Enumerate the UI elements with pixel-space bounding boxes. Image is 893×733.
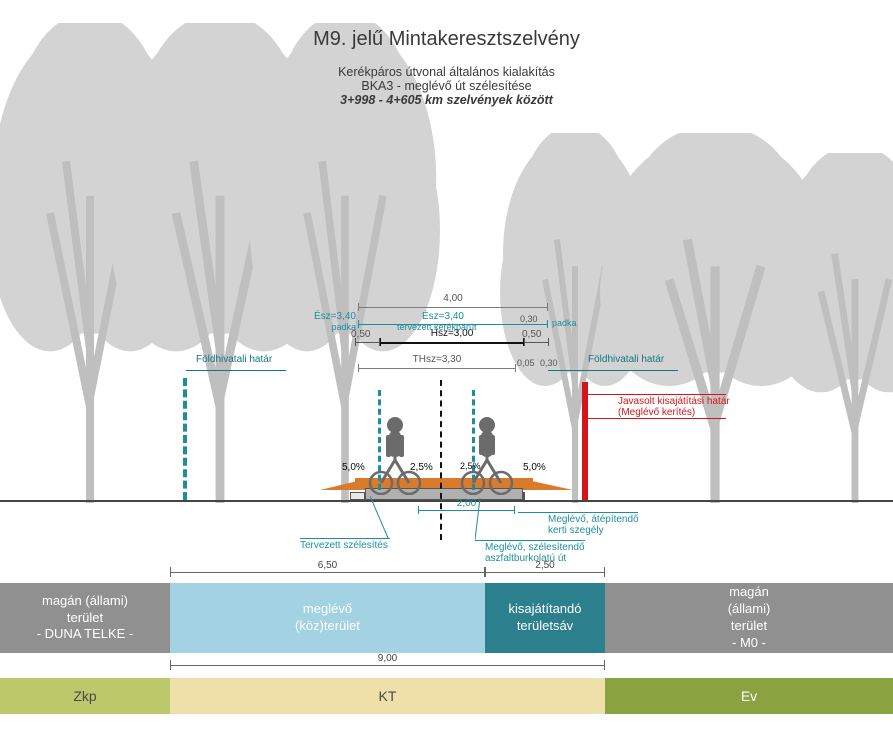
main-title: M9. jelű Mintakeresztszelvény bbox=[0, 28, 893, 51]
zone-cell: magán (állami) terület - DUNA TELKE - bbox=[0, 583, 170, 653]
zone-cell: Zkp bbox=[0, 678, 170, 714]
text-1: Javasolt kisajátítási határ bbox=[618, 396, 730, 407]
road-widen-right bbox=[523, 492, 525, 500]
meglevo-kerti-label: Meglévő, átépítendő kerti szegély bbox=[548, 514, 639, 536]
right-boundary-label: Földhivatali határ bbox=[588, 354, 664, 365]
zone-row-landuse: ZkpKTEv bbox=[0, 678, 893, 714]
padka-right: padka bbox=[552, 318, 577, 328]
left-boundary-dash bbox=[183, 378, 187, 500]
subtitle-3: 3+998 - 4+605 km szelvények között bbox=[0, 93, 893, 107]
tree-silhouette bbox=[770, 153, 893, 503]
cyclist-left-icon bbox=[368, 405, 422, 500]
subtitle-1: Kerékpáros útvonal általános kialakítás bbox=[0, 65, 893, 79]
slope-label-far-right: 5,0% bbox=[523, 462, 546, 473]
esz-left: Ész=3,40 padka bbox=[300, 311, 356, 332]
terv-szel-label: Tervezett szélesítés bbox=[300, 540, 388, 551]
zone-cell: meglévő (köz)terület bbox=[170, 583, 485, 653]
cyclist-right-icon bbox=[460, 405, 514, 500]
text-2: (Meglévő kerítés) bbox=[618, 407, 730, 418]
zone-cell: Ev bbox=[605, 678, 893, 714]
centerline bbox=[440, 380, 442, 540]
esz-right: Ész=3,40 bbox=[422, 311, 464, 322]
zone-cell: magán (állami) terület - M0 - bbox=[605, 583, 893, 653]
dim-030b: 0,30 bbox=[540, 358, 558, 368]
cross-section-figure: M9. jelű Mintakeresztszelvény Kerékpáros… bbox=[0, 0, 893, 733]
slope-label-far-left: 5,0% bbox=[342, 462, 365, 473]
dim-text: 4,00 bbox=[358, 293, 548, 304]
dim-005: 0,05 bbox=[517, 358, 535, 368]
subtitle-2: BKA3 - meglévő út szélesítése bbox=[0, 79, 893, 93]
expropriation-label: Javasolt kisajátítási határ (Meglévő ker… bbox=[618, 396, 730, 418]
zone-row-ownership: magán (állami) terület - DUNA TELKE -meg… bbox=[0, 583, 893, 653]
text: Földhivatali határ bbox=[196, 354, 272, 365]
title-block: M9. jelű Mintakeresztszelvény Kerékpáros… bbox=[0, 28, 893, 107]
meglevo-aszf-label: Meglévő, szélesítendő aszfaltburkolatú ú… bbox=[485, 542, 585, 564]
road-widen-left bbox=[350, 492, 365, 500]
text: Földhivatali határ bbox=[588, 354, 664, 365]
terv-kerek: tervezett kerékpárút bbox=[397, 322, 477, 332]
left-boundary-label: Földhivatali határ bbox=[196, 354, 272, 365]
slope-label-cr: 2,5% bbox=[460, 461, 481, 471]
expropriation-line-2 bbox=[586, 382, 588, 500]
slope-label-cl: 2,5% bbox=[410, 462, 433, 473]
zone-cell: kisajátítandó területsáv bbox=[485, 583, 605, 653]
dim-030a: 0,30 bbox=[520, 314, 538, 324]
zone-cell: KT bbox=[170, 678, 605, 714]
